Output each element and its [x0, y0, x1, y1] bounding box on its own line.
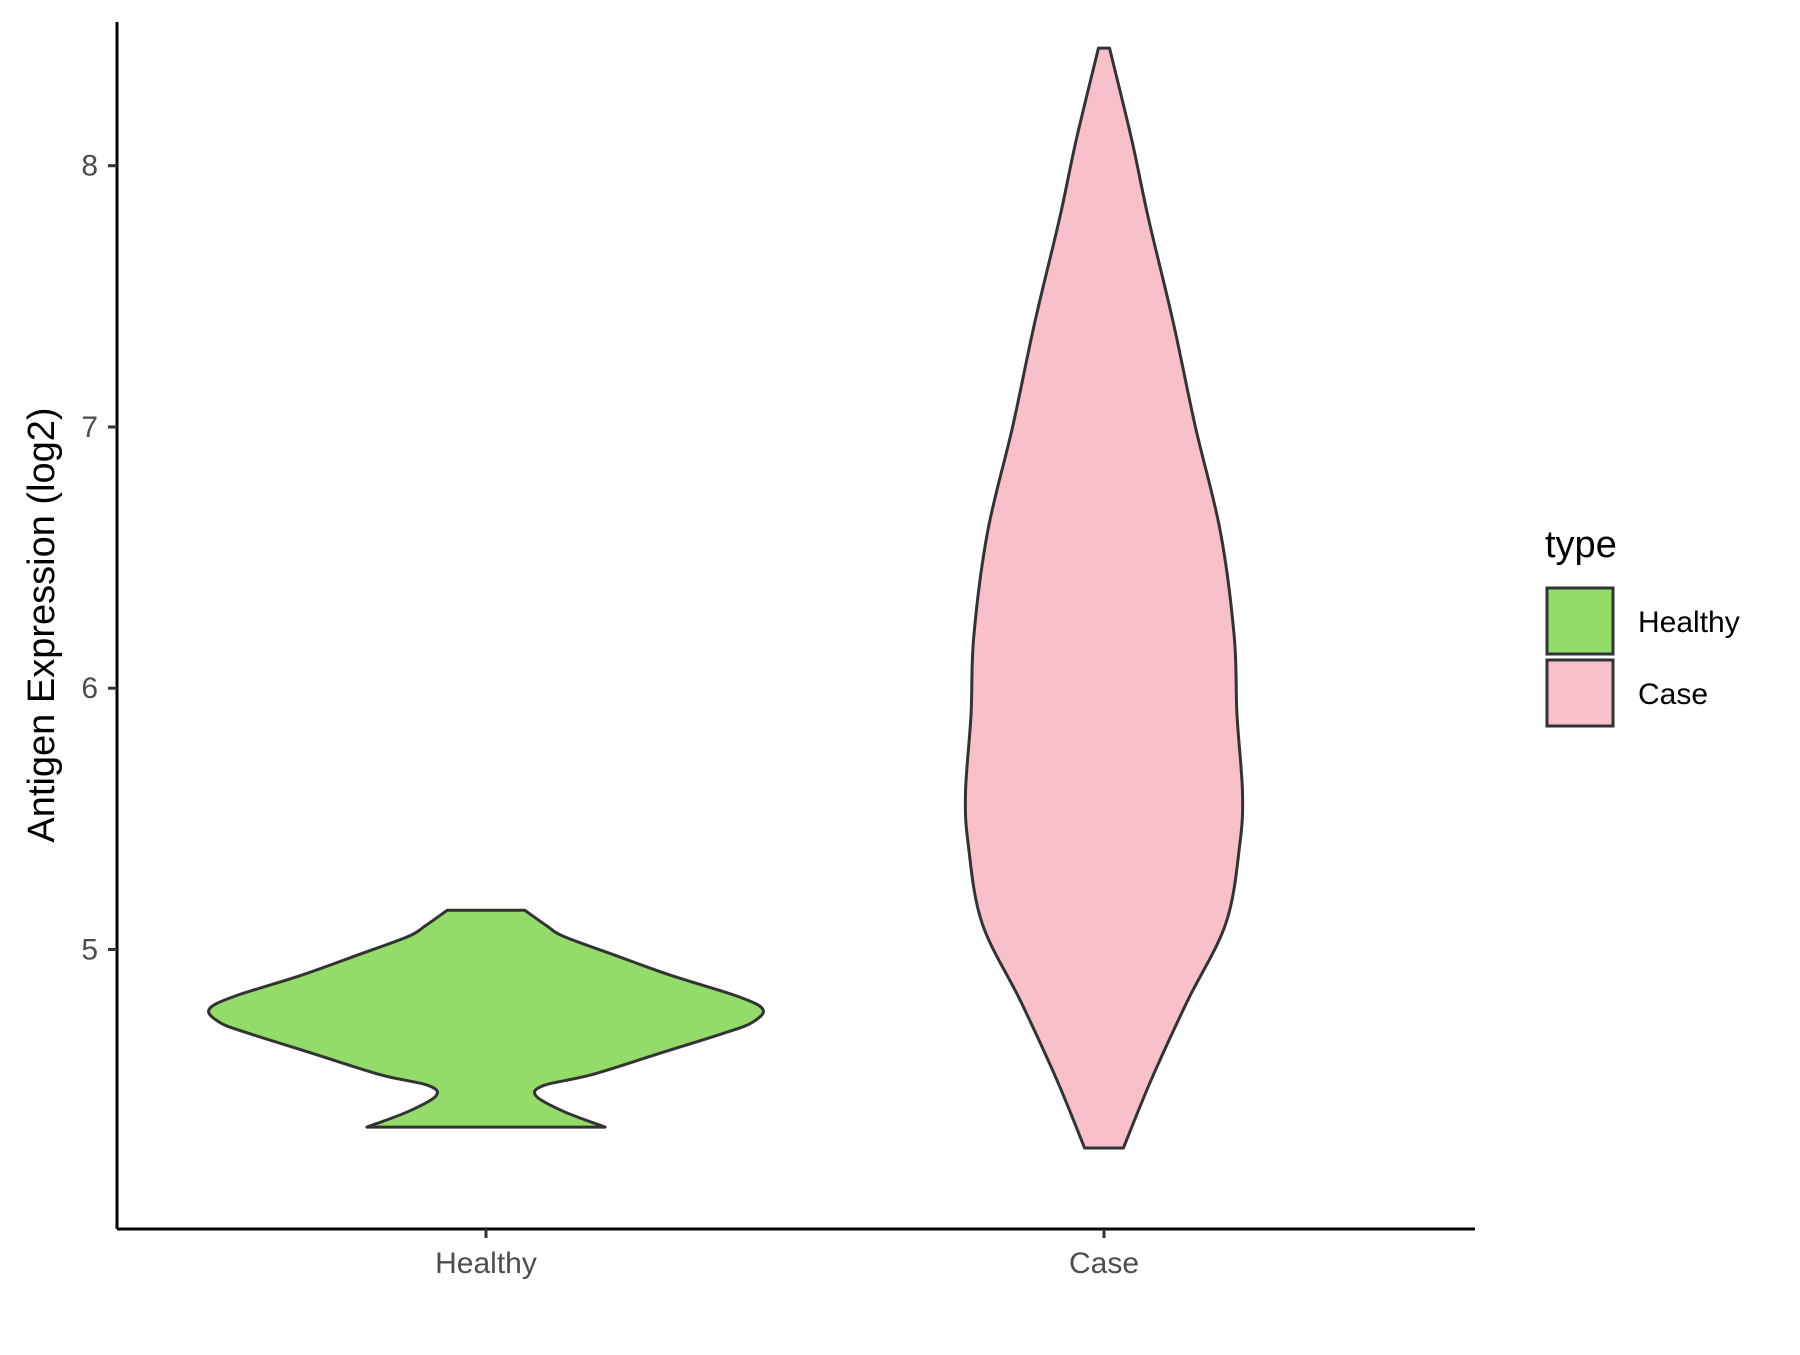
legend-key-case: [1545, 658, 1615, 728]
legend-items: Healthy Case: [1545, 586, 1740, 728]
axes: 5 6 7 8 Healthy Case Antigen Expression (log…: [21, 22, 1475, 1280]
violin-case: [963, 46, 1245, 1150]
x-tick-label: Healthy: [435, 1247, 537, 1280]
legend-key-healthy: [1545, 586, 1615, 656]
y-tick-label: 5: [81, 933, 98, 966]
x-ticks: Healthy Case: [435, 1229, 1139, 1280]
y-ticks: 5 6 7 8: [81, 150, 117, 966]
x-tick-label: Case: [1069, 1247, 1139, 1280]
legend-label-healthy: Healthy: [1638, 606, 1740, 639]
violin-layer: [207, 46, 1245, 1150]
legend: type Healthy Case: [1545, 524, 1740, 728]
y-tick-label: 8: [81, 150, 98, 183]
legend-title: type: [1545, 524, 1617, 566]
legend-label-case: Case: [1638, 678, 1708, 711]
y-tick-label: 7: [81, 411, 98, 444]
y-axis-title: Antigen Expression (log2): [21, 407, 63, 842]
violin-healthy: [207, 908, 765, 1129]
y-tick-label: 6: [81, 672, 98, 705]
